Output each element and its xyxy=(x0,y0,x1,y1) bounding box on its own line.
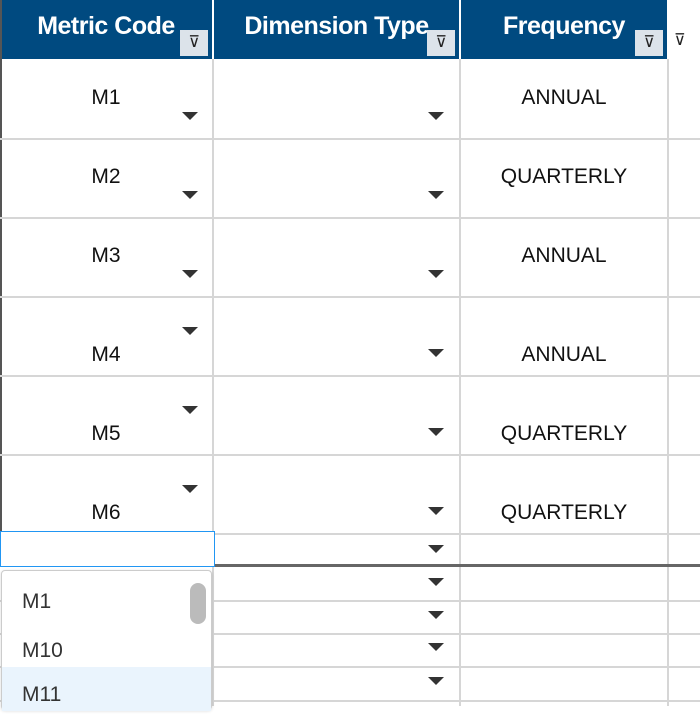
row-divider xyxy=(0,600,700,602)
dropdown-arrow-icon[interactable] xyxy=(428,677,444,685)
row-divider xyxy=(0,454,700,456)
metric-code-cell[interactable]: M6 xyxy=(91,501,121,524)
column-header-label: Frequency xyxy=(503,12,625,40)
frequency-cell: QUARTERLY xyxy=(500,422,628,445)
dropdown-arrow-icon[interactable] xyxy=(428,643,444,651)
metric-code-cell[interactable]: M1 xyxy=(91,86,121,109)
row-divider xyxy=(0,138,700,140)
dropdown-arrow-icon[interactable] xyxy=(428,191,444,199)
dropdown-arrow-icon[interactable] xyxy=(182,191,198,199)
clear-filter-icon[interactable]: ⊽ xyxy=(427,30,455,56)
column-header-label: Dimension Type xyxy=(244,12,429,40)
frequency-cell: QUARTERLY xyxy=(500,501,628,524)
dropdown-arrow-icon[interactable] xyxy=(182,327,198,335)
dropdown-arrow-icon[interactable] xyxy=(428,112,444,120)
dropdown-arrow-icon[interactable] xyxy=(428,428,444,436)
metric-code-cell[interactable]: M4 xyxy=(91,343,121,366)
dropdown-arrow-icon[interactable] xyxy=(182,270,198,278)
column-divider xyxy=(667,59,669,706)
dropdown-arrow-icon[interactable] xyxy=(428,349,444,357)
column-header[interactable]: Dimension Type ⊽ xyxy=(214,0,459,59)
row-divider xyxy=(0,533,700,535)
metric-code-cell[interactable]: M3 xyxy=(91,244,121,267)
scrollbar-thumb[interactable] xyxy=(190,583,206,624)
metric-code-cell[interactable]: M5 xyxy=(91,422,121,445)
dropdown-option[interactable]: M11 xyxy=(2,667,211,711)
column-header-label: Metric Code xyxy=(37,12,175,40)
row-divider xyxy=(0,700,700,702)
dropdown-option[interactable]: M10 xyxy=(22,639,63,662)
dropdown-arrow-icon[interactable] xyxy=(428,578,444,586)
frequency-cell: QUARTERLY xyxy=(500,165,628,188)
frequency-cell: ANNUAL xyxy=(521,343,607,366)
row-divider xyxy=(0,375,700,377)
dropdown-option[interactable]: M1 xyxy=(22,590,52,613)
dropdown-arrow-icon[interactable] xyxy=(182,112,198,120)
clear-filter-icon[interactable]: ⊽ xyxy=(674,32,686,49)
column-header[interactable]: Frequency ⊽ xyxy=(461,0,667,59)
dropdown-arrow-icon[interactable] xyxy=(428,270,444,278)
dropdown-arrow-icon[interactable] xyxy=(182,406,198,414)
metric-code-input[interactable] xyxy=(0,531,215,567)
row-divider xyxy=(0,633,700,635)
dropdown-arrow-icon[interactable] xyxy=(182,485,198,493)
row-divider xyxy=(0,296,700,298)
header-divider xyxy=(0,0,2,540)
clear-filter-icon[interactable]: ⊽ xyxy=(635,30,663,56)
row-divider xyxy=(0,564,700,567)
column-header[interactable]: Metric Code ⊽ xyxy=(0,0,212,59)
row-divider xyxy=(0,217,700,219)
row-divider xyxy=(0,666,700,668)
dropdown-arrow-icon[interactable] xyxy=(428,507,444,515)
metric-code-dropdown: M1 M10 M11 xyxy=(1,570,212,711)
clear-filter-icon[interactable]: ⊽ xyxy=(180,30,208,56)
metric-code-cell[interactable]: M2 xyxy=(91,165,121,188)
frequency-cell: ANNUAL xyxy=(521,244,607,267)
column-divider xyxy=(212,59,214,706)
dropdown-arrow-icon[interactable] xyxy=(428,611,444,619)
frequency-cell: ANNUAL xyxy=(521,86,607,109)
dropdown-arrow-icon[interactable] xyxy=(428,545,444,553)
column-divider xyxy=(459,59,461,706)
